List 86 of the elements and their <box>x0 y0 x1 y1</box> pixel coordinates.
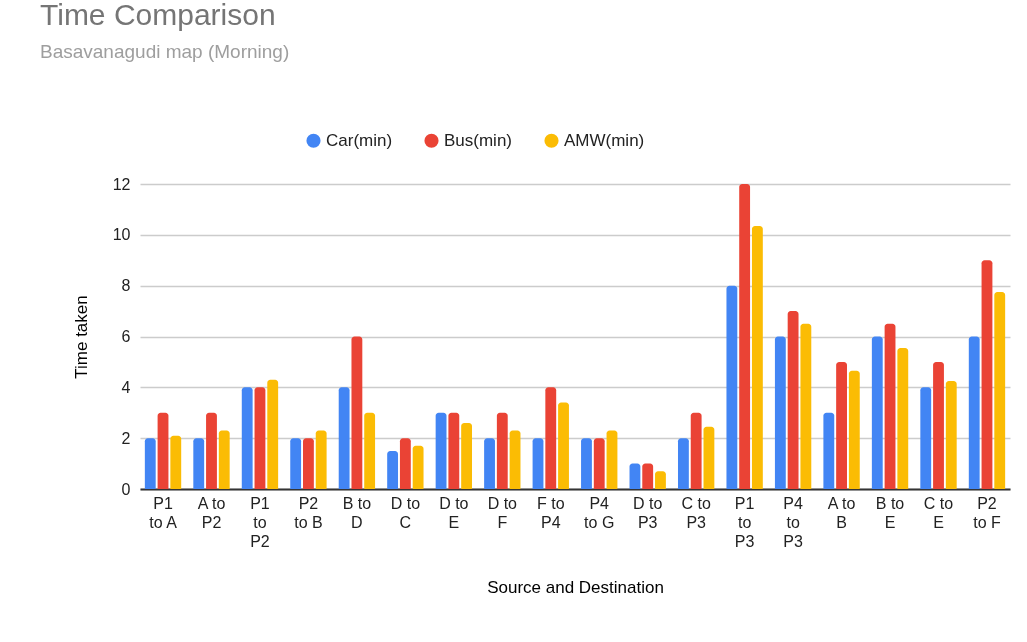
bar <box>703 426 715 489</box>
bar <box>933 361 944 489</box>
bar <box>823 412 835 489</box>
x-tick-label: P2 to F <box>973 494 1001 531</box>
bar <box>884 323 896 489</box>
bar <box>338 387 350 489</box>
bar <box>871 336 883 489</box>
bar <box>496 412 508 489</box>
x-tick-label: A to P2 <box>197 494 226 531</box>
bar <box>509 430 521 489</box>
bar <box>364 412 376 489</box>
bar <box>677 438 689 489</box>
x-tick-label: B to D <box>342 494 372 531</box>
x-tick-label: B to E <box>875 494 905 531</box>
bar <box>774 336 786 489</box>
x-tick-label: D to P3 <box>633 494 663 531</box>
legend-label: AMW(min) <box>564 130 645 150</box>
x-tick-label: P1 to P2 <box>250 494 270 550</box>
bar <box>751 225 763 489</box>
bar <box>193 438 205 489</box>
bar <box>655 471 666 489</box>
bar <box>581 438 592 489</box>
y-tick-label: 2 <box>121 429 131 447</box>
bar <box>399 438 411 489</box>
bar <box>920 387 932 489</box>
bar <box>435 412 447 489</box>
bar <box>558 402 569 489</box>
bar <box>387 450 399 489</box>
x-tick-label: P1 to P3 <box>734 494 755 550</box>
bar <box>461 422 473 489</box>
bar <box>642 463 654 489</box>
bar <box>606 430 618 489</box>
chart-subtitle: Basavanagudi map (Morning) <box>40 41 290 62</box>
x-tick-label: C to E <box>923 494 954 531</box>
x-tick-label: P1 to A <box>149 494 178 531</box>
bar <box>267 379 279 489</box>
bar <box>290 438 302 489</box>
x-tick-label: P2 to B <box>294 494 323 531</box>
bar <box>218 430 230 489</box>
bar <box>629 463 641 489</box>
y-tick-label: 6 <box>121 328 131 345</box>
bar <box>690 412 702 489</box>
y-tick-label: 0 <box>121 480 131 498</box>
y-tick-label: 4 <box>121 378 131 396</box>
bar <box>593 438 605 489</box>
x-tick-label: F to P4 <box>536 494 565 531</box>
bar <box>836 361 847 489</box>
bar <box>170 435 182 489</box>
x-tick-label: P4 to G <box>584 494 615 531</box>
chart-title: Time Comparison <box>40 0 276 31</box>
x-tick-label: D to F <box>487 494 518 531</box>
x-tick-label: A to B <box>827 494 856 531</box>
bar <box>945 380 957 489</box>
bar <box>787 311 799 489</box>
bar <box>448 412 460 489</box>
x-tick-label: D to C <box>390 494 421 531</box>
bar <box>545 387 557 489</box>
bar <box>848 370 860 489</box>
x-tick-label: D to E <box>439 494 469 531</box>
bar <box>303 438 314 489</box>
x-tick-label: C to P3 <box>681 494 711 531</box>
legend-label: Car(min) <box>326 130 393 150</box>
bar <box>144 438 156 489</box>
y-tick-label: 10 <box>112 226 131 244</box>
bar <box>532 438 544 489</box>
bar <box>254 387 266 489</box>
y-axis-title: Time taken <box>71 295 91 379</box>
x-tick-label: P4 to P3 <box>783 494 803 550</box>
x-axis-title: Source and Destination <box>487 577 664 597</box>
bar <box>897 347 909 489</box>
bar <box>206 412 217 489</box>
bar <box>351 336 363 489</box>
bar <box>968 336 980 489</box>
bar <box>981 260 993 489</box>
bar <box>157 412 169 489</box>
bar <box>739 184 751 489</box>
bar <box>315 430 327 489</box>
bar <box>241 387 253 489</box>
bar <box>412 445 424 489</box>
bar <box>994 292 1006 489</box>
y-tick-label: 12 <box>112 175 131 193</box>
bar <box>800 323 812 489</box>
y-tick-label: 8 <box>121 277 131 295</box>
bar <box>726 285 738 489</box>
bar <box>484 438 495 489</box>
legend-label: Bus(min) <box>444 130 513 150</box>
